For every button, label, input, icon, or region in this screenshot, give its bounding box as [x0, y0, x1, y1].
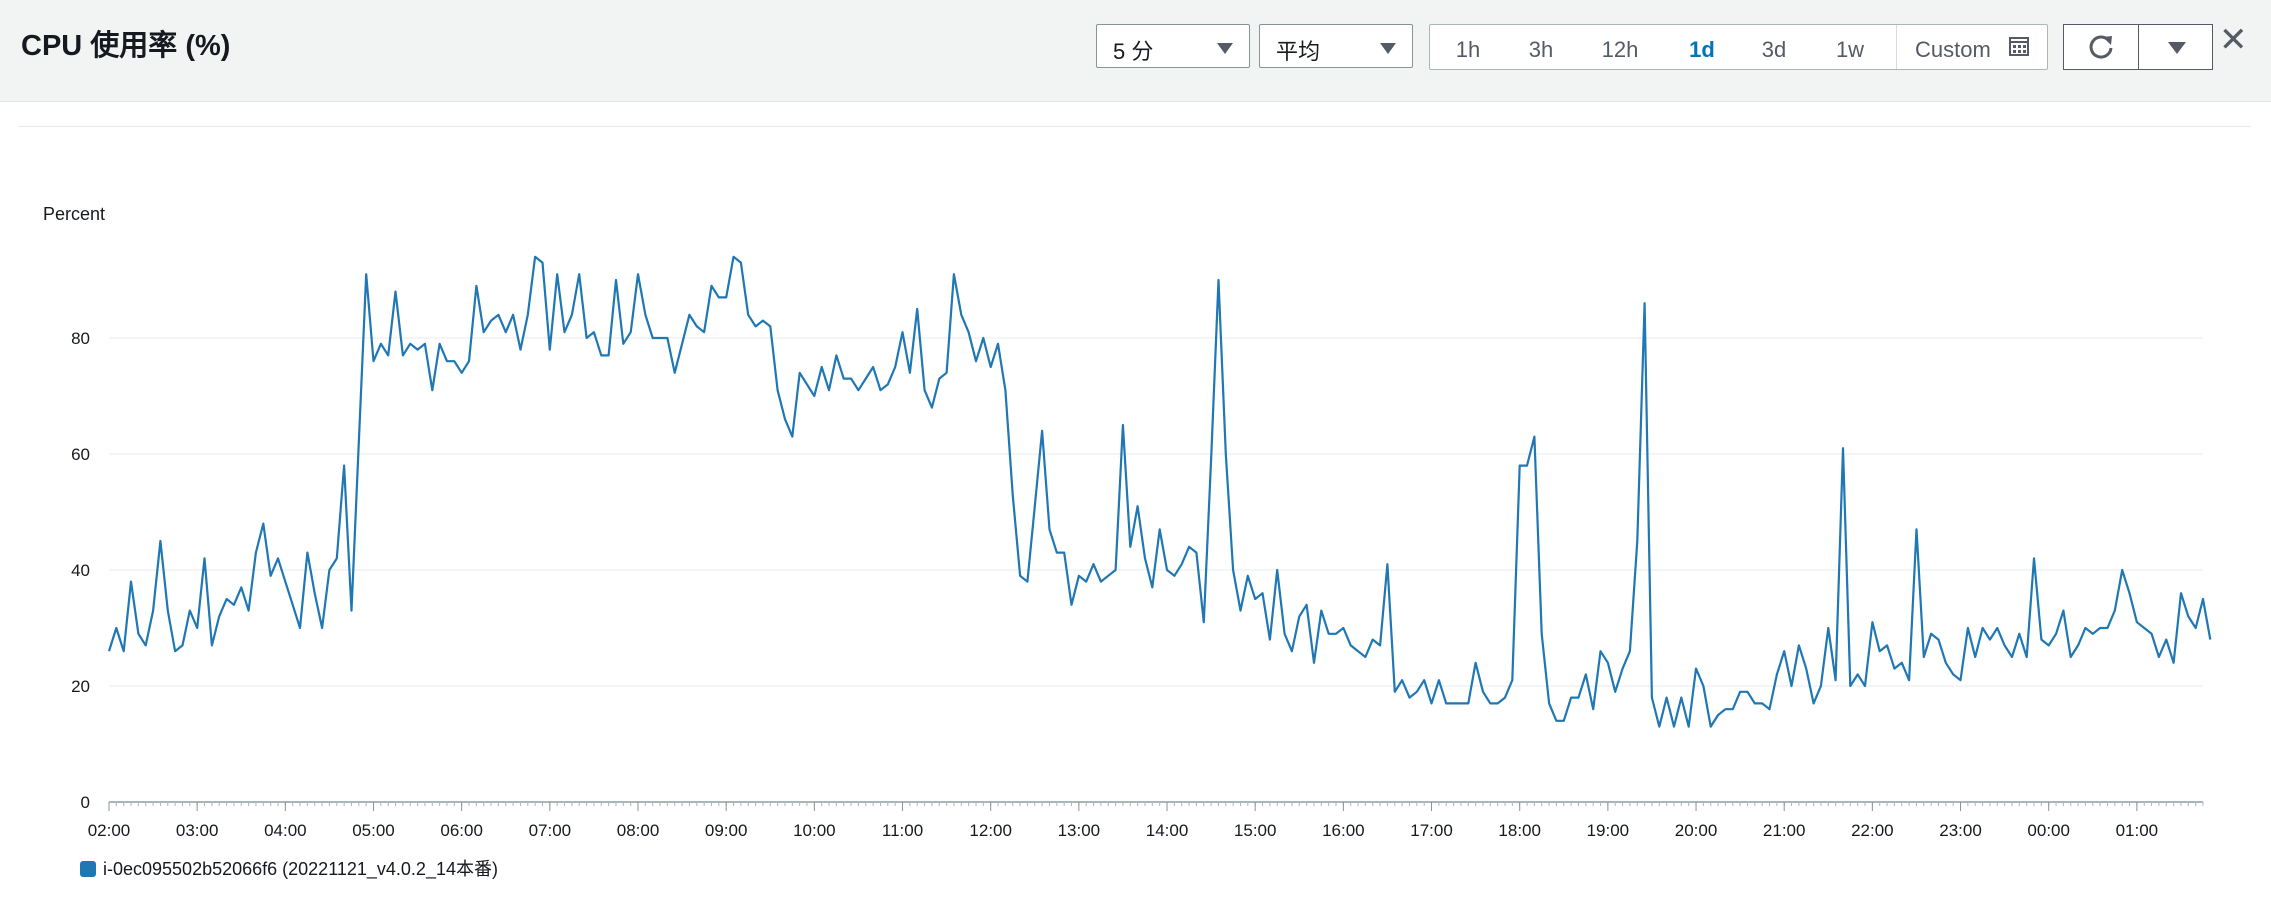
x-tick-label: 15:00: [1234, 821, 1277, 840]
range-12h[interactable]: 12h: [1601, 37, 1639, 62]
refresh-options-button[interactable]: [2138, 24, 2213, 70]
y-tick-label: 40: [71, 561, 90, 580]
range-1w[interactable]: 1w: [1835, 37, 1865, 62]
series-line: [107, 255, 2212, 728]
legend-label: i-0ec095502b52066f6 (20221121_v4.0.2_14本…: [103, 859, 498, 879]
x-tick-label: 07:00: [529, 821, 572, 840]
x-tick-label: 06:00: [440, 821, 483, 840]
x-tick-label: 21:00: [1763, 821, 1806, 840]
x-tick-label: 10:00: [793, 821, 836, 840]
chevron-down-icon: [1217, 43, 1233, 54]
range-3h[interactable]: 3h: [1528, 37, 1554, 62]
x-tick-label: 23:00: [1939, 821, 1982, 840]
range-1h[interactable]: 1h: [1455, 37, 1481, 62]
x-tick-label: 17:00: [1410, 821, 1453, 840]
x-tick-label: 16:00: [1322, 821, 1365, 840]
x-tick-label: 19:00: [1587, 821, 1630, 840]
calendar-icon[interactable]: [2009, 36, 2029, 56]
y-tick-label: 60: [71, 445, 90, 464]
x-tick-label: 22:00: [1851, 821, 1894, 840]
chart-legend[interactable]: i-0ec095502b52066f6 (20221121_v4.0.2_14本…: [80, 855, 498, 881]
x-tick-label: 12:00: [969, 821, 1012, 840]
page-title: CPU 使用率 (%): [21, 30, 231, 62]
chevron-down-icon: [2168, 42, 2186, 54]
y-tick-label: 20: [71, 677, 90, 696]
x-tick-label: 13:00: [1058, 821, 1101, 840]
statistic-select[interactable]: 平均: [1259, 24, 1413, 68]
range-custom[interactable]: Custom: [1915, 37, 1991, 62]
x-tick-label: 18:00: [1498, 821, 1541, 840]
section-divider: [18, 126, 2251, 127]
range-3d[interactable]: 3d: [1761, 37, 1787, 62]
range-divider: [1896, 25, 1897, 69]
x-tick-label: 05:00: [352, 821, 395, 840]
range-1d[interactable]: 1d: [1689, 37, 1715, 62]
x-tick-label: 11:00: [882, 821, 923, 840]
x-tick-label: 20:00: [1675, 821, 1718, 840]
refresh-button[interactable]: [2063, 24, 2139, 70]
time-range-selector: 1h 3h 12h 1d 3d 1w Custom: [1429, 24, 2048, 70]
x-tick-label: 00:00: [2027, 821, 2070, 840]
period-select-value: 5 分: [1113, 39, 1154, 64]
x-tick-label: 14:00: [1146, 821, 1189, 840]
x-tick-label: 02:00: [88, 821, 131, 840]
statistic-select-value: 平均: [1276, 39, 1321, 64]
refresh-icon: [2089, 35, 2113, 59]
y-tick-label: 80: [71, 329, 90, 348]
legend-swatch: [80, 861, 96, 877]
widget-header: CPU 使用率 (%) 5 分 平均 1h 3h 12h 1d 3d 1w Cu…: [0, 0, 2271, 102]
x-tick-label: 01:00: [2116, 821, 2159, 840]
x-tick-label: 03:00: [176, 821, 219, 840]
period-select[interactable]: 5 分: [1096, 24, 1250, 68]
chevron-down-icon: [1380, 43, 1396, 54]
y-tick-label: 0: [81, 793, 90, 812]
close-icon[interactable]: ✕: [2219, 21, 2248, 59]
x-tick-label: 04:00: [264, 821, 307, 840]
x-tick-label: 09:00: [705, 821, 748, 840]
y-axis-label: Percent: [43, 204, 106, 224]
x-tick-label: 08:00: [617, 821, 660, 840]
